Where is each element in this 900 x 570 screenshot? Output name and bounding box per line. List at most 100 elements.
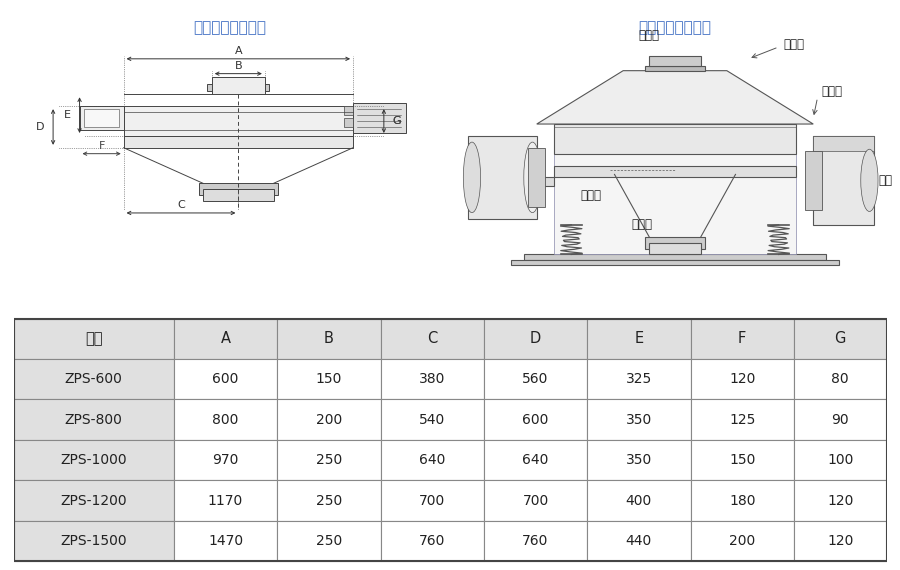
Text: 250: 250 [316,453,342,467]
Ellipse shape [524,142,541,213]
Bar [587,521,690,561]
Text: B: B [235,60,242,71]
Bar [528,148,545,207]
Text: 400: 400 [626,494,652,507]
Text: 出料口: 出料口 [632,218,652,231]
Bar [277,400,381,440]
Bar [484,440,587,481]
Text: 80: 80 [832,372,849,386]
Bar [805,150,822,210]
Text: 250: 250 [316,494,342,507]
Text: E: E [64,110,71,120]
Bar [123,106,353,136]
Text: C: C [428,331,437,346]
Text: 150: 150 [729,453,755,467]
Bar [484,319,587,359]
Text: 直排筛外形结构图: 直排筛外形结构图 [638,21,712,35]
Text: 150: 150 [316,372,342,386]
Bar [794,481,886,521]
Bar [381,359,484,400]
Text: 120: 120 [729,372,755,386]
Text: 型号: 型号 [85,331,103,346]
Text: 120: 120 [827,534,853,548]
Bar [14,400,174,440]
Text: 进料口: 进料口 [639,28,660,42]
Bar [381,440,484,481]
Text: 100: 100 [827,453,853,467]
Text: ZPS-1000: ZPS-1000 [60,453,127,467]
Text: 540: 540 [419,413,446,427]
Text: G: G [834,331,846,346]
Bar [554,124,796,154]
Bar [84,109,119,127]
Text: G: G [392,116,401,126]
Bar [14,359,174,400]
Bar [814,136,874,150]
Bar [277,440,381,481]
Text: 970: 970 [212,453,238,467]
Text: 760: 760 [522,534,549,548]
Text: F: F [738,331,746,346]
Text: 排杂口: 排杂口 [580,189,601,202]
Text: ZPS-600: ZPS-600 [65,372,122,386]
Text: 直排筛外形尺寸图: 直排筛外形尺寸图 [193,21,266,35]
Bar [484,400,587,440]
Text: 600: 600 [522,413,549,427]
Text: 325: 325 [626,372,652,386]
Bar [690,319,794,359]
Text: 800: 800 [212,413,238,427]
Bar [814,136,874,225]
Bar [174,319,277,359]
Bar [277,319,381,359]
Text: 180: 180 [729,494,755,507]
Bar [554,165,796,177]
Bar [174,440,277,481]
Bar [587,481,690,521]
Bar [468,136,536,219]
Bar [644,66,706,71]
Bar [174,481,277,521]
Bar [353,103,406,133]
Bar [203,189,274,201]
Text: 上框体: 上框体 [822,85,843,98]
Text: 760: 760 [419,534,446,548]
Bar [587,359,690,400]
Bar [690,440,794,481]
Bar [587,400,690,440]
Bar [690,521,794,561]
Text: 560: 560 [522,372,549,386]
Text: 640: 640 [522,453,549,467]
Bar [484,359,587,400]
Bar [381,400,484,440]
Bar [649,56,701,66]
Text: 380: 380 [419,372,446,386]
Bar [277,481,381,521]
Bar [277,521,381,561]
Text: F: F [98,141,104,150]
Bar [381,319,484,359]
Text: D: D [36,122,44,132]
Text: 350: 350 [626,453,652,467]
Bar [174,400,277,440]
Text: 120: 120 [827,494,853,507]
Text: E: E [634,331,644,346]
Bar [511,260,839,265]
Text: ZPS-1200: ZPS-1200 [60,494,127,507]
Bar [587,319,690,359]
Text: 440: 440 [626,534,652,548]
Bar [502,177,554,186]
Bar [690,481,794,521]
Bar [123,136,353,148]
Bar [794,400,886,440]
Bar [484,481,587,521]
Ellipse shape [860,149,878,211]
Bar [649,243,701,254]
Text: 防尘盖: 防尘盖 [783,38,804,51]
Polygon shape [536,71,814,124]
Text: 1470: 1470 [208,534,243,548]
Text: D: D [530,331,541,346]
Text: A: A [235,46,242,56]
Bar [690,359,794,400]
Text: 250: 250 [316,534,342,548]
Bar [644,237,706,249]
